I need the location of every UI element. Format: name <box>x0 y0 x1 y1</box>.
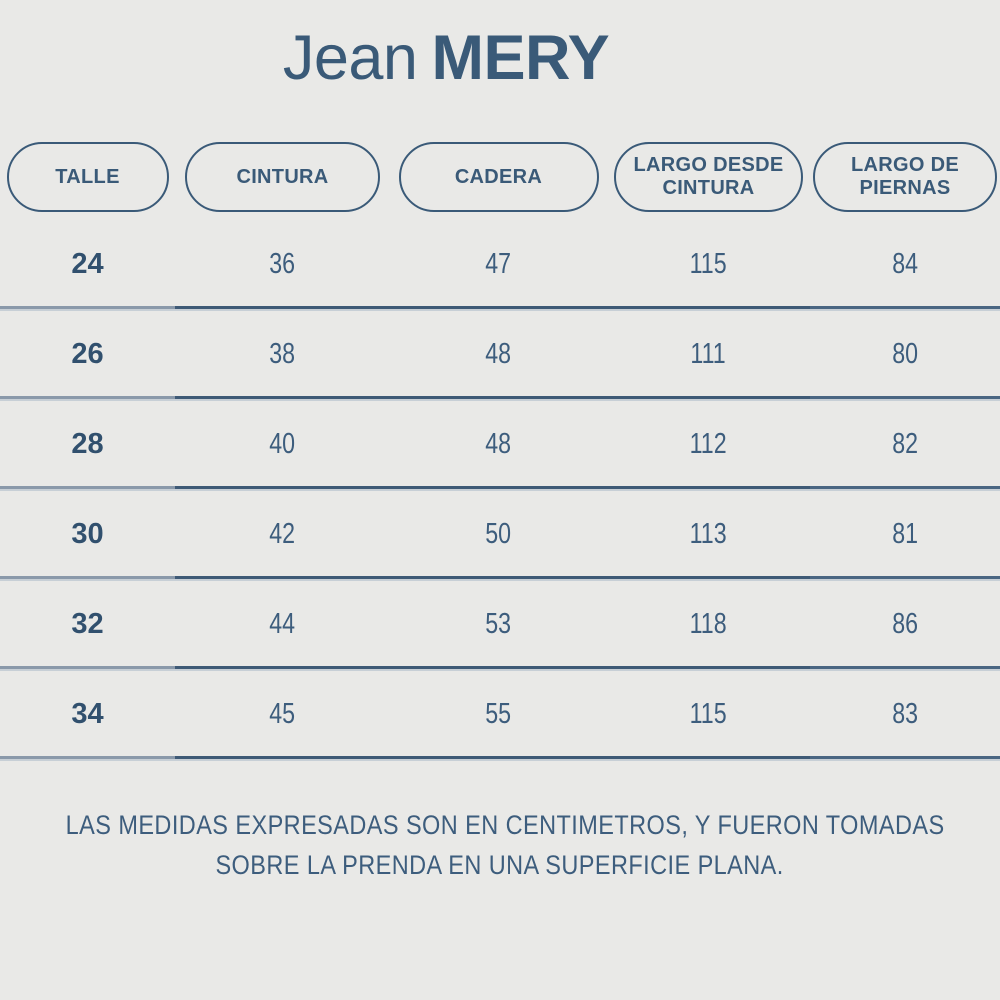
size-cell: 26 <box>71 337 104 370</box>
measure-value: 81 <box>892 517 918 550</box>
column-header-largo-desde-cintura: LARGO DESDE CINTURA <box>614 142 803 212</box>
cintura-cell: 42 <box>175 518 390 551</box>
measure-value: 118 <box>689 607 727 640</box>
measure-value: 112 <box>689 427 727 460</box>
cadera-cell: 47 <box>390 248 607 281</box>
largo-cintura-cell: 112 <box>607 428 810 461</box>
cintura-cell: 40 <box>175 428 390 461</box>
column-header-label: CADERA <box>454 165 543 188</box>
measure-value: 50 <box>485 517 512 550</box>
column-header-label: LARGO DE PIERNAS <box>851 154 959 199</box>
measure-value: 55 <box>485 697 512 730</box>
cadera-cell: 48 <box>390 428 607 461</box>
measure-value: 47 <box>485 247 512 280</box>
size-cell: 34 <box>71 697 104 730</box>
page-title: Jean MERY <box>0 0 1000 142</box>
title-product-name: MERY <box>431 23 610 93</box>
largo-cintura-cell: 115 <box>607 698 810 731</box>
measure-value: 115 <box>689 247 727 280</box>
column-header-talle: TALLE <box>6 142 169 212</box>
title-product-type: Jean <box>282 23 418 93</box>
cadera-cell: 53 <box>390 608 607 641</box>
measure-value: 44 <box>269 607 296 640</box>
measure-value: 45 <box>269 697 296 730</box>
size-cell: 24 <box>71 247 104 280</box>
size-cell: 28 <box>71 427 104 460</box>
measurement-note-text: SOBRE LA PRENDA EN UNA SUPERFICIE PLANA. <box>215 850 785 880</box>
largo-piernas-cell: 80 <box>810 338 1000 371</box>
column-header-label: LARGO DESDE CINTURA <box>633 154 784 199</box>
column-header-largo-de-piernas: LARGO DE PIERNAS <box>813 142 997 212</box>
row-divider <box>0 306 1000 309</box>
measure-value: 113 <box>689 517 727 550</box>
cadera-cell: 55 <box>390 698 607 731</box>
cintura-cell: 36 <box>175 248 390 281</box>
measure-value: 40 <box>269 427 296 460</box>
row-divider <box>0 396 1000 399</box>
table-row: 28 40 48 112 82 <box>0 399 1000 489</box>
table-row: 26 38 48 111 80 <box>0 309 1000 399</box>
column-header-label: CINTURA <box>236 165 329 188</box>
measure-value: 36 <box>269 247 296 280</box>
measure-value: 83 <box>892 697 918 730</box>
table-body: 24 36 47 115 84 26 38 48 111 80 28 40 48… <box>0 219 1000 759</box>
table-row: 32 44 53 118 86 <box>0 579 1000 669</box>
measurement-note-line-1: LAS MEDIDAS EXPRESADAS SON EN CENTIMETRO… <box>0 805 1000 845</box>
measure-value: 115 <box>689 697 727 730</box>
cintura-cell: 38 <box>175 338 390 371</box>
page-title-text: Jean MERY <box>282 22 610 94</box>
measurement-note-line-2: SOBRE LA PRENDA EN UNA SUPERFICIE PLANA. <box>0 845 1000 885</box>
measure-value: 111 <box>690 337 727 370</box>
largo-piernas-cell: 81 <box>810 518 1000 551</box>
measure-value: 48 <box>485 427 512 460</box>
measurement-note-text: LAS MEDIDAS EXPRESADAS SON EN CENTIMETRO… <box>65 810 945 840</box>
measure-value: 86 <box>892 607 918 640</box>
row-divider <box>0 486 1000 489</box>
row-divider <box>0 576 1000 579</box>
measure-value: 53 <box>485 607 512 640</box>
column-header-cadera: CADERA <box>398 142 599 212</box>
measure-value: 48 <box>485 337 512 370</box>
largo-cintura-cell: 111 <box>607 338 810 371</box>
table-row: 24 36 47 115 84 <box>0 219 1000 309</box>
row-divider <box>0 666 1000 669</box>
measurement-note: LAS MEDIDAS EXPRESADAS SON EN CENTIMETRO… <box>0 805 1000 885</box>
measure-value: 84 <box>892 247 918 280</box>
largo-cintura-cell: 115 <box>607 248 810 281</box>
cadera-cell: 50 <box>390 518 607 551</box>
measure-value: 80 <box>892 337 918 370</box>
largo-cintura-cell: 118 <box>607 608 810 641</box>
cadera-cell: 48 <box>390 338 607 371</box>
table-row: 34 45 55 115 83 <box>0 669 1000 759</box>
table-row: 30 42 50 113 81 <box>0 489 1000 579</box>
size-cell: 30 <box>71 517 104 550</box>
cintura-cell: 45 <box>175 698 390 731</box>
measure-value: 42 <box>269 517 296 550</box>
size-cell: 32 <box>71 607 104 640</box>
largo-piernas-cell: 84 <box>810 248 1000 281</box>
column-header-label: TALLE <box>55 165 120 188</box>
measure-value: 82 <box>892 427 918 460</box>
measure-value: 38 <box>269 337 296 370</box>
largo-cintura-cell: 113 <box>607 518 810 551</box>
column-header-cintura: CINTURA <box>185 142 380 212</box>
row-divider <box>0 756 1000 759</box>
cintura-cell: 44 <box>175 608 390 641</box>
largo-piernas-cell: 86 <box>810 608 1000 641</box>
table-header-row: TALLE CINTURA CADERA LARGO DESDE CINTURA… <box>0 142 1000 212</box>
largo-piernas-cell: 82 <box>810 428 1000 461</box>
largo-piernas-cell: 83 <box>810 698 1000 731</box>
